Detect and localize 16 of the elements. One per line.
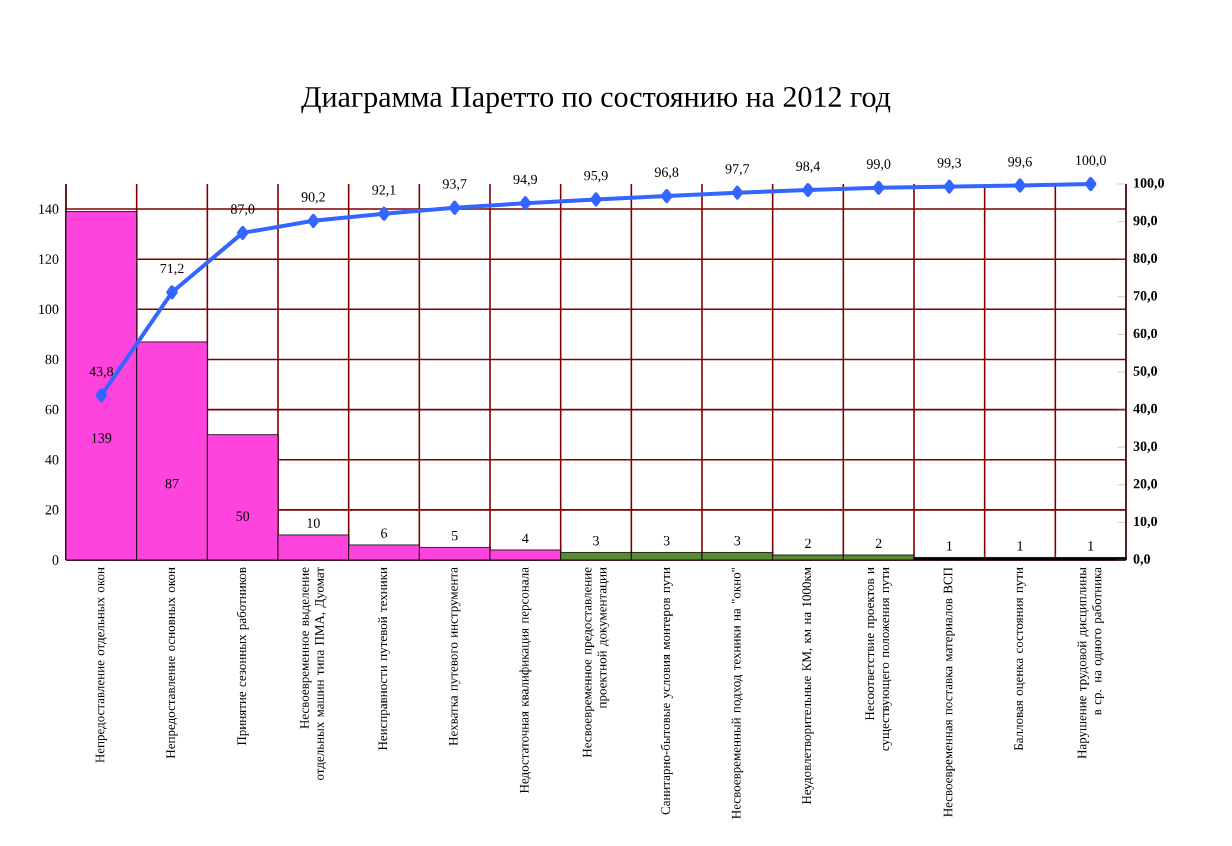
point: [378, 206, 390, 221]
point: [166, 285, 178, 300]
chart-title: Диаграмма Паретто по состоянию на 2012 год: [301, 86, 891, 114]
point: [590, 192, 602, 207]
point: [448, 200, 461, 215]
point: [1084, 176, 1097, 191]
point: [519, 196, 532, 211]
point: [802, 183, 814, 197]
point: [307, 213, 320, 228]
point: [943, 179, 956, 194]
point: [660, 189, 673, 204]
point: [731, 185, 744, 200]
point: [236, 225, 249, 240]
point: [1014, 178, 1026, 193]
point: [95, 388, 108, 403]
point: [872, 180, 885, 195]
